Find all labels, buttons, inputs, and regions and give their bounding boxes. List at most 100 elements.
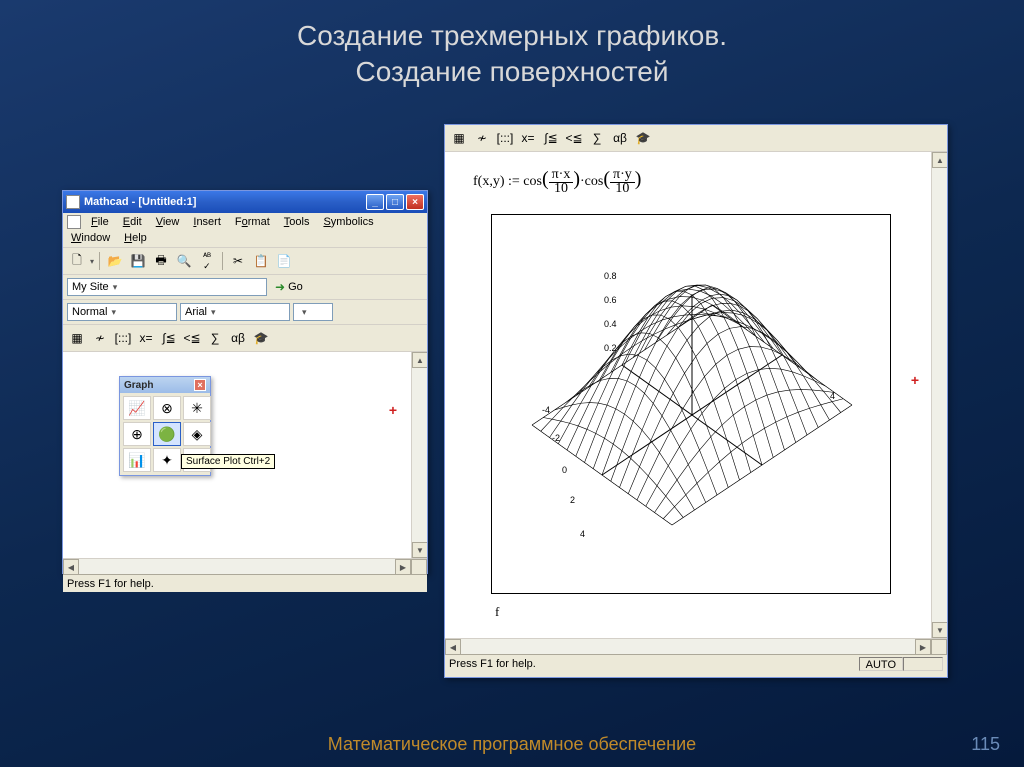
- menu-view[interactable]: View: [152, 215, 184, 229]
- matrix-icon[interactable]: [:::]: [113, 328, 133, 348]
- menu-insert[interactable]: Insert: [189, 215, 225, 229]
- graph-icon[interactable]: ≁: [472, 128, 492, 148]
- xy-plot-icon[interactable]: 📈: [123, 396, 151, 420]
- menu-format[interactable]: Format: [231, 215, 274, 229]
- ztick: 0.4: [604, 319, 617, 329]
- math-toolbar-right: ▦ ≁ [:::] x= ∫≦ <≦ ∑ αβ 🎓: [445, 125, 947, 152]
- menu-help[interactable]: Help: [120, 231, 151, 245]
- boolean-icon[interactable]: <≦: [182, 328, 202, 348]
- greek-icon[interactable]: αβ: [228, 328, 248, 348]
- status-cell: [903, 657, 943, 671]
- workarea-right[interactable]: ▲ ▼ f(x,y) := cos(π·x10)·cos(π·y10) 0.8 …: [445, 152, 947, 638]
- minimize-button[interactable]: _: [366, 194, 384, 210]
- graph-icon[interactable]: ≁: [90, 328, 110, 348]
- go-button[interactable]: Go: [270, 278, 308, 296]
- status-auto: AUTO: [859, 657, 903, 671]
- page-number: 115: [971, 734, 1000, 755]
- font-dropdown[interactable]: Arial: [180, 303, 290, 321]
- close-button[interactable]: ×: [406, 194, 424, 210]
- status-text: Press F1 for help.: [67, 578, 154, 590]
- menu-window[interactable]: Window: [67, 231, 114, 245]
- calculus-icon[interactable]: ∫≦: [159, 328, 179, 348]
- statusbar-right: Press F1 for help. AUTO: [445, 654, 947, 672]
- xtick: -2: [552, 433, 560, 443]
- evaluation-icon[interactable]: x=: [136, 328, 156, 348]
- scroll-left-icon[interactable]: ◀: [63, 559, 79, 575]
- title-line2: Создание поверхностей: [0, 54, 1024, 90]
- programming-icon[interactable]: ∑: [205, 328, 225, 348]
- palette-close-icon[interactable]: ×: [194, 379, 206, 391]
- statusbar: Press F1 for help.: [63, 574, 427, 592]
- zoom-icon[interactable]: ⊗: [153, 396, 181, 420]
- symbolic-icon[interactable]: 🎓: [251, 328, 271, 348]
- open-icon[interactable]: 📂: [105, 251, 125, 271]
- programming-icon[interactable]: ∑: [587, 128, 607, 148]
- calculus-icon[interactable]: ∫≦: [541, 128, 561, 148]
- surface-plot-icon[interactable]: 🟢: [153, 422, 181, 446]
- polar-plot-icon[interactable]: ⊕: [123, 422, 151, 446]
- menubar: File Edit View Insert Format Tools Symbo…: [63, 213, 427, 248]
- workarea-left[interactable]: ▲ ▼ + Graph × 📈 ⊗ ✳ ⊕ 🟢 ◈ 📊 ✦ ◐ Surface …: [63, 352, 427, 558]
- surface-svg: [492, 215, 892, 595]
- evaluation-icon[interactable]: x=: [518, 128, 538, 148]
- menu-file[interactable]: File: [87, 215, 113, 229]
- xtick: 2: [570, 495, 575, 505]
- math-toolbar: ▦ ≁ [:::] x= ∫≦ <≦ ∑ αβ 🎓: [63, 325, 427, 352]
- preview-icon[interactable]: 🔍: [174, 251, 194, 271]
- scrollbar-vertical[interactable]: ▲ ▼: [931, 152, 947, 638]
- scrollbar-horizontal[interactable]: ◀ ▶: [63, 558, 427, 574]
- spell-icon[interactable]: ᴬᴮ✓: [197, 251, 217, 271]
- bar-plot-icon[interactable]: 📊: [123, 448, 151, 472]
- xtick: 0: [562, 465, 567, 475]
- xtick: 4: [580, 529, 585, 539]
- xtick: -4: [542, 405, 550, 415]
- save-icon[interactable]: 💾: [128, 251, 148, 271]
- scatter-plot-icon[interactable]: ✦: [153, 448, 181, 472]
- scroll-down-icon[interactable]: ▼: [932, 622, 947, 638]
- cursor-cross-icon: +: [389, 402, 397, 418]
- standard-toolbar: 🗋 ▾ 📂 💾 🖶 🔍 ᴬᴮ✓ ✂ 📋 📄: [63, 248, 427, 275]
- style-dropdown[interactable]: Normal: [67, 303, 177, 321]
- scroll-right-icon[interactable]: ▶: [915, 639, 931, 655]
- mathcad-window-left: Mathcad - [Untitled:1] _ □ × File Edit V…: [62, 190, 428, 574]
- window-title: Mathcad - [Untitled:1]: [84, 196, 196, 208]
- menu-tools[interactable]: Tools: [280, 215, 314, 229]
- scrollbar-vertical[interactable]: ▲ ▼: [411, 352, 427, 558]
- status-text: Press F1 for help.: [449, 658, 536, 670]
- greek-icon[interactable]: αβ: [610, 128, 630, 148]
- ztick: 0.6: [604, 295, 617, 305]
- print-icon[interactable]: 🖶: [151, 251, 171, 271]
- menu-edit[interactable]: Edit: [119, 215, 146, 229]
- menu-symbolics[interactable]: Symbolics: [319, 215, 377, 229]
- maximize-button[interactable]: □: [386, 194, 404, 210]
- titlebar[interactable]: Mathcad - [Untitled:1] _ □ ×: [63, 191, 427, 213]
- cursor-cross-icon: +: [911, 372, 919, 388]
- size-dropdown[interactable]: [293, 303, 333, 321]
- scroll-up-icon[interactable]: ▲: [412, 352, 427, 368]
- scrollbar-horizontal[interactable]: ◀ ▶: [445, 638, 947, 654]
- scroll-right-icon[interactable]: ▶: [395, 559, 411, 575]
- cut-icon[interactable]: ✂: [228, 251, 248, 271]
- scroll-up-icon[interactable]: ▲: [932, 152, 947, 168]
- scroll-down-icon[interactable]: ▼: [412, 542, 427, 558]
- graph-palette-title[interactable]: Graph ×: [120, 377, 210, 393]
- scroll-left-icon[interactable]: ◀: [445, 639, 461, 655]
- web-toolbar: My Site Go: [63, 275, 427, 300]
- trace-icon[interactable]: ✳: [183, 396, 211, 420]
- format-toolbar: Normal Arial: [63, 300, 427, 325]
- paste-icon[interactable]: 📄: [274, 251, 294, 271]
- surface-plot[interactable]: 0.8 0.6 0.4 0.2 -4 -2 0 2 4 4: [491, 214, 891, 594]
- contour-plot-icon[interactable]: ◈: [183, 422, 211, 446]
- boolean-icon[interactable]: <≦: [564, 128, 584, 148]
- symbolic-icon[interactable]: 🎓: [633, 128, 653, 148]
- ztick: 0.8: [604, 271, 617, 281]
- new-icon[interactable]: 🗋: [67, 251, 87, 271]
- tooltip: Surface Plot Ctrl+2: [181, 454, 275, 469]
- site-dropdown[interactable]: My Site: [67, 278, 267, 296]
- matrix-icon[interactable]: [:::]: [495, 128, 515, 148]
- calculator-icon[interactable]: ▦: [449, 128, 469, 148]
- formula[interactable]: f(x,y) := cos(π·x10)·cos(π·y10): [473, 168, 641, 196]
- calculator-icon[interactable]: ▦: [67, 328, 87, 348]
- title-line1: Создание трехмерных графиков.: [0, 18, 1024, 54]
- copy-icon[interactable]: 📋: [251, 251, 271, 271]
